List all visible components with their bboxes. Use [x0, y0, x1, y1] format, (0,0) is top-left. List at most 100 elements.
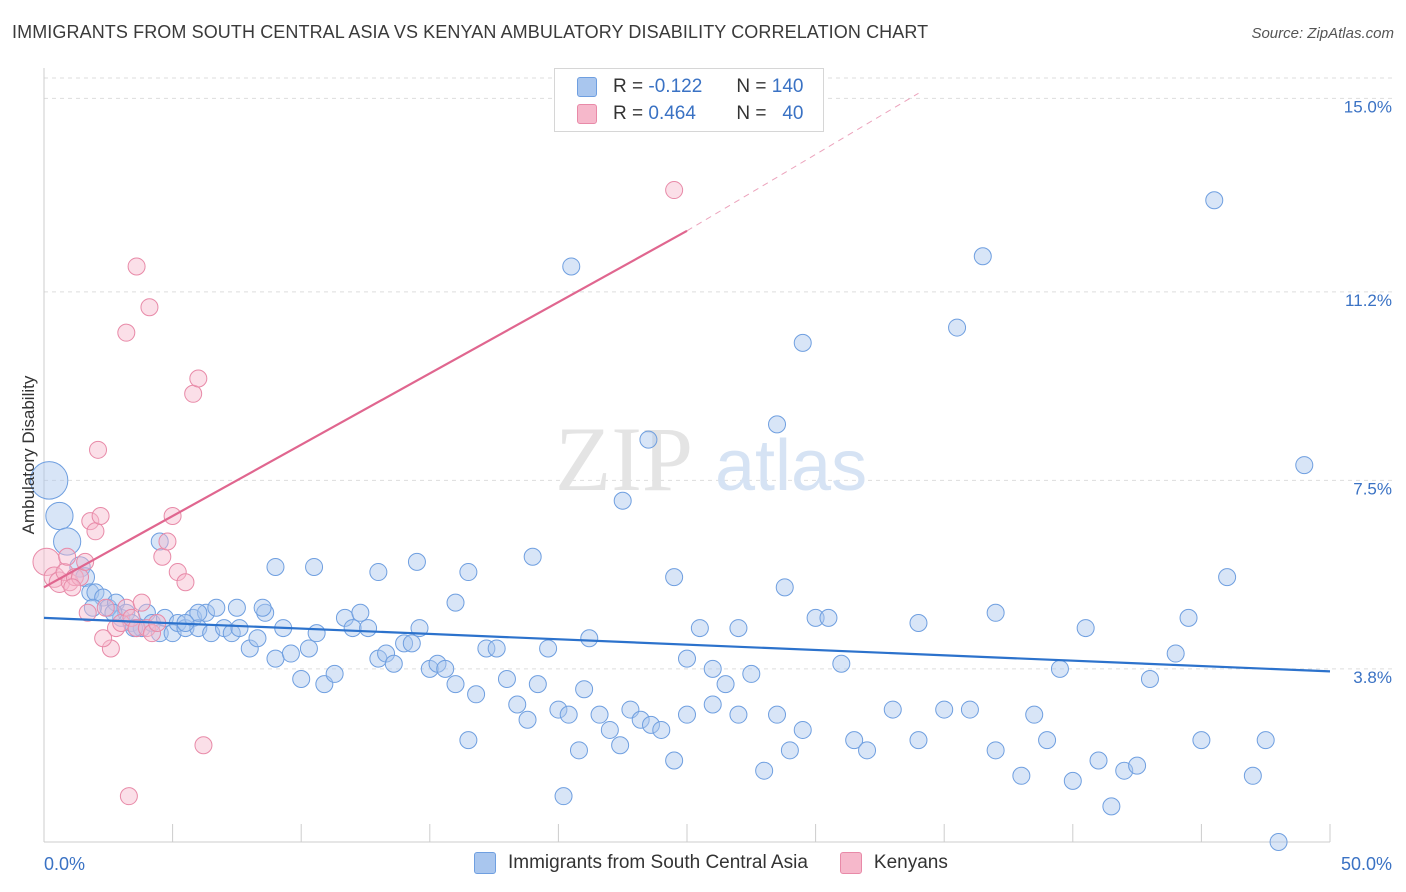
trend-lines: [43, 92, 1331, 673]
data-point-immigrants: [446, 593, 465, 612]
data-point-immigrants: [248, 629, 267, 648]
series-kenyans-points: [32, 181, 684, 806]
legend-swatch-kenyans: [577, 104, 597, 124]
data-point-immigrants: [562, 257, 581, 276]
data-point-immigrants: [960, 700, 979, 719]
series-legend: Immigrants from South Central Asia Kenya…: [474, 852, 980, 874]
data-point-immigrants: [845, 731, 864, 750]
axes-layer: [43, 68, 1331, 843]
data-point-immigrants: [497, 670, 516, 689]
data-point-immigrants: [305, 557, 324, 576]
data-point-immigrants: [266, 649, 285, 668]
chart-title: IMMIGRANTS FROM SOUTH CENTRAL ASIA VS KE…: [12, 22, 929, 42]
data-point-kenyans: [101, 639, 120, 658]
legend-row-kenyans: R = 0.464 N = 40: [577, 102, 803, 126]
data-point-immigrants: [549, 700, 568, 719]
data-point-kenyans: [107, 619, 126, 638]
data-point-immigrants: [407, 552, 426, 571]
data-point-immigrants: [775, 578, 794, 597]
data-point-immigrants: [299, 639, 318, 658]
data-point-immigrants: [909, 613, 928, 632]
series-legend-swatch-immigrants: [474, 852, 496, 874]
series-legend-swatch-kenyans: [839, 852, 862, 874]
data-point-immigrants: [150, 532, 169, 551]
data-point-kenyans: [158, 532, 177, 551]
x-tick-label: 0.0%: [44, 854, 85, 874]
data-point-immigrants: [806, 608, 825, 627]
data-point-immigrants: [780, 741, 799, 760]
data-point-immigrants: [1076, 619, 1095, 638]
data-point-immigrants: [523, 547, 542, 566]
data-point-immigrants: [281, 644, 300, 663]
data-point-immigrants: [986, 603, 1005, 622]
data-point-immigrants: [1038, 731, 1057, 750]
data-point-immigrants: [729, 619, 748, 638]
data-point-immigrants: [678, 649, 696, 668]
legend-r-value: -0.122: [648, 76, 703, 97]
correlation-legend: R = -0.122 N = 140 R = 0.464 N = 40: [554, 68, 824, 132]
data-point-immigrants: [384, 654, 403, 673]
grid-layer: [44, 77, 1392, 670]
data-point-immigrants: [29, 461, 69, 500]
data-point-immigrants: [256, 603, 275, 622]
data-point-immigrants: [883, 700, 902, 719]
data-point-immigrants: [539, 639, 558, 658]
data-point-kenyans: [176, 573, 195, 592]
data-point-immigrants: [948, 318, 967, 337]
data-point-immigrants: [1192, 731, 1211, 750]
data-point-immigrants: [1063, 771, 1082, 790]
data-point-immigrants: [207, 598, 226, 617]
data-point-immigrants: [467, 685, 486, 704]
data-point-kenyans: [137, 619, 156, 638]
data-point-immigrants: [477, 639, 496, 658]
trend-extension-kenyans: [686, 92, 919, 232]
data-point-kenyans: [86, 522, 105, 541]
data-point-kenyans: [143, 624, 162, 643]
data-point-immigrants: [1128, 756, 1147, 775]
data-point-immigrants: [832, 654, 851, 673]
legend-n-label: N =: [736, 76, 767, 97]
data-point-immigrants: [935, 700, 954, 719]
data-point-immigrants: [611, 736, 630, 755]
data-point-immigrants: [292, 670, 311, 689]
data-point-immigrants: [351, 603, 370, 622]
data-point-immigrants: [343, 619, 362, 638]
data-point-immigrants: [45, 501, 74, 531]
data-point-immigrants: [986, 741, 1005, 760]
data-point-immigrants: [197, 603, 216, 622]
data-point-immigrants: [1218, 568, 1237, 587]
data-point-immigrants: [973, 247, 992, 266]
data-point-immigrants: [227, 598, 246, 617]
data-point-kenyans: [140, 298, 159, 317]
legend-n-value: 140: [771, 76, 804, 97]
data-point-immigrants: [189, 603, 208, 622]
data-point-kenyans: [168, 563, 187, 582]
y-axis-label: Ambulatory Disability: [19, 375, 38, 534]
legend-swatch-immigrants: [577, 77, 597, 97]
data-point-immigrants: [307, 624, 326, 643]
data-point-immigrants: [266, 557, 285, 576]
data-point-immigrants: [909, 731, 928, 750]
series-legend-immigrants: Immigrants from South Central Asia: [474, 852, 808, 874]
data-point-immigrants: [1140, 670, 1159, 689]
data-point-immigrants: [1205, 191, 1224, 210]
watermark-zip: ZIP: [555, 408, 693, 510]
data-point-immigrants: [819, 608, 838, 627]
data-point-kenyans: [89, 440, 108, 459]
data-point-immigrants: [1295, 456, 1314, 475]
data-point-immigrants: [230, 619, 249, 638]
data-point-immigrants: [575, 680, 594, 699]
series-legend-label-immigrants: Immigrants from South Central Asia: [508, 852, 808, 873]
data-point-immigrants: [75, 567, 96, 587]
data-point-immigrants: [703, 659, 722, 678]
data-point-kenyans: [189, 369, 208, 388]
data-point-immigrants: [1269, 833, 1288, 851]
data-point-immigrants: [253, 598, 272, 617]
axis-labels: 3.8% 7.5% 11.2% 15.0% 0.0% 50.0%: [44, 97, 1392, 874]
data-point-immigrants: [793, 333, 812, 352]
data-point-immigrants: [369, 563, 388, 582]
trend-line-immigrants: [43, 616, 1331, 673]
data-point-immigrants: [402, 634, 421, 653]
data-point-immigrants: [53, 527, 82, 556]
